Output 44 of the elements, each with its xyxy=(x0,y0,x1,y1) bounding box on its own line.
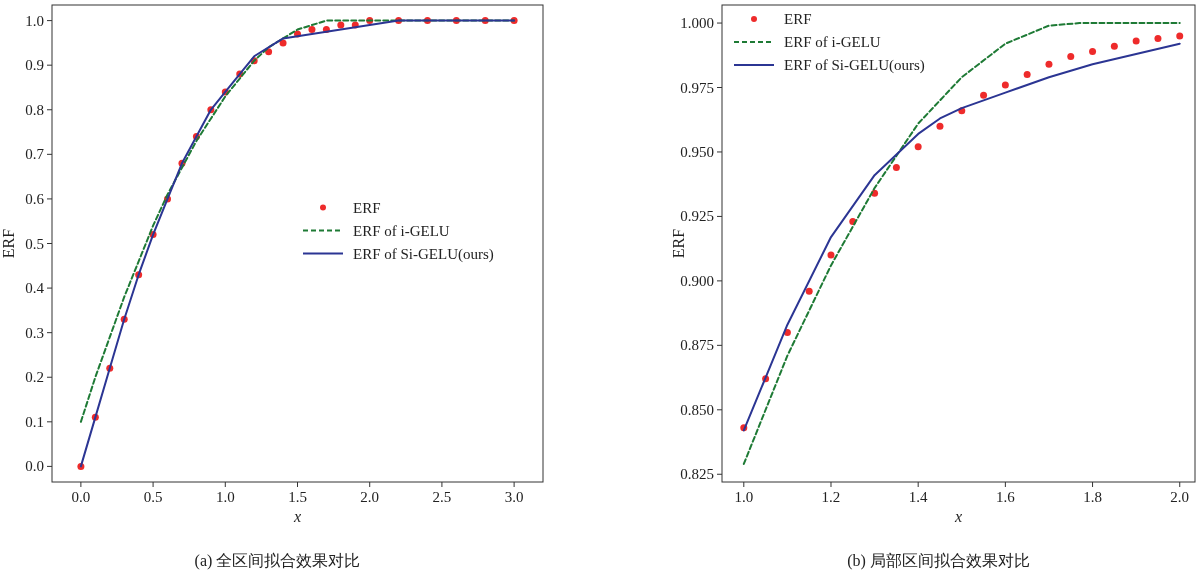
y-axis-title: ERF xyxy=(0,228,17,259)
text: (b) 局部区间拟合效果对比 xyxy=(847,552,1030,570)
x-tick-label: 0.0 xyxy=(71,489,91,505)
x-axis-title: x xyxy=(953,508,963,525)
y-tick-label: 0.6 xyxy=(25,190,45,207)
legend-label: ERF xyxy=(353,199,381,216)
x-tick-label: 1.2 xyxy=(821,489,841,505)
y-tick-label: 0.8 xyxy=(25,101,44,118)
x-tick-label: 1.0 xyxy=(215,489,235,505)
y-tick-label: 0.0 xyxy=(25,458,44,475)
y-axis-title: ERF xyxy=(670,228,687,259)
x-axis-title: x xyxy=(292,508,302,525)
text: (a) 全区间拟合效果对比 xyxy=(194,552,361,570)
y-tick-label: 0.850 xyxy=(680,401,714,418)
y-tick-label: 0.9 xyxy=(25,57,44,74)
x-tick-label: 2.5 xyxy=(432,489,452,505)
y-tick-label: 0.2 xyxy=(25,369,44,386)
y-tick-label: 0.900 xyxy=(680,272,714,289)
y-tick-label: 0.1 xyxy=(25,413,44,430)
legend-label: ERF xyxy=(784,11,812,27)
y-tick-label: 0.825 xyxy=(680,466,714,483)
y-tick-label: 0.975 xyxy=(680,79,714,96)
legend-label: ERF of Si-GELU(ours) xyxy=(784,57,925,74)
y-tick-label: 1.0 xyxy=(25,12,44,29)
y-tick-label: 0.875 xyxy=(680,337,714,354)
x-tick-label: 1.6 xyxy=(995,489,1016,505)
y-tick-label: 0.5 xyxy=(25,235,44,252)
y-tick-label: 0.4 xyxy=(25,280,45,297)
x-tick-label: 1.8 xyxy=(1083,489,1102,505)
legend-label: ERF of i-GELU xyxy=(353,222,450,239)
x-tick-label: 2.0 xyxy=(1170,489,1190,505)
y-tick-label: 0.3 xyxy=(25,324,44,341)
y-tick-label: 0.925 xyxy=(680,208,714,225)
x-tick-label: 3.0 xyxy=(504,489,524,505)
x-tick-label: 1.0 xyxy=(734,489,754,505)
legend-label: ERF of Si-GELU(ours) xyxy=(353,245,494,263)
y-tick-label: 1.000 xyxy=(680,15,714,32)
legend-label: ERF of i-GELU xyxy=(784,34,881,50)
x-tick-label: 1.5 xyxy=(288,489,307,505)
y-tick-label: 0.7 xyxy=(25,146,45,163)
x-tick-label: 1.4 xyxy=(908,489,929,505)
x-tick-label: 2.0 xyxy=(360,489,380,505)
y-tick-label: 0.950 xyxy=(680,143,714,160)
x-tick-label: 0.5 xyxy=(143,489,163,505)
